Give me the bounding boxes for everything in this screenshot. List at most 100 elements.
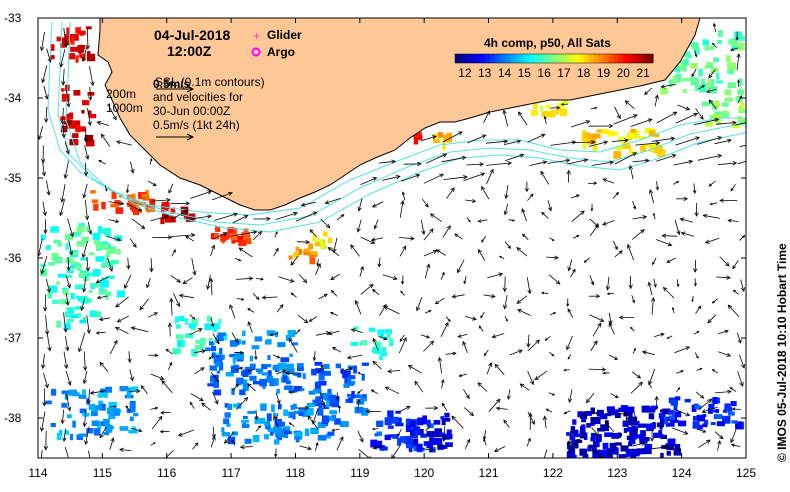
sst-pixel (570, 426, 576, 434)
velocity-arrow-head (685, 106, 691, 111)
velocity-arrow (441, 379, 444, 389)
sst-pixel (118, 194, 123, 198)
sst-pixel (77, 296, 83, 302)
velocity-arrow-head (63, 328, 68, 333)
velocity-arrow-head (82, 366, 88, 372)
velocity-arrow-head (67, 459, 70, 463)
velocity-arrow-head (480, 315, 484, 319)
velocity-arrow-head (469, 411, 474, 417)
velocity-arrow (478, 325, 484, 332)
velocity-arrow-head (327, 331, 333, 336)
velocity-arrow-head (399, 338, 403, 343)
velocity-arrow-head (85, 45, 90, 50)
velocity-arrow-head (575, 438, 581, 444)
velocity-arrow (350, 244, 360, 257)
sst-pixel (315, 396, 322, 401)
velocity-arrow-head (583, 158, 589, 163)
sst-pixel (220, 354, 225, 359)
velocity-arrow (693, 183, 696, 194)
sst-pixel (681, 64, 687, 72)
velocity-arrow-head (450, 187, 455, 192)
sst-pixel (76, 312, 82, 317)
velocity-arrow-head (276, 399, 281, 405)
colorbar-cell (514, 54, 520, 63)
velocity-arrow-head (119, 447, 124, 453)
velocity-arrow-head (714, 117, 720, 123)
sst-pixel (283, 409, 289, 416)
velocity-arrow (67, 218, 74, 237)
sst-pixel (247, 410, 256, 414)
velocity-arrow (85, 127, 87, 143)
velocity-arrow-head (540, 170, 545, 176)
sst-pixel (660, 88, 669, 95)
velocity-arrow-head (239, 350, 244, 355)
velocity-arrow-head (493, 448, 499, 452)
velocity-arrow (680, 218, 694, 223)
velocity-arrow (382, 175, 400, 181)
velocity-arrow-head (168, 189, 172, 194)
velocity-arrow-head (441, 437, 447, 442)
velocity-arrow-head (730, 48, 734, 52)
velocity-arrow-head (724, 261, 730, 267)
sst-pixel (429, 437, 433, 444)
velocity-arrow-head (199, 397, 204, 402)
velocity-arrow-head (640, 229, 645, 234)
velocity-arrow (110, 340, 118, 355)
sst-pixel (738, 78, 743, 87)
velocity-arrow (62, 68, 65, 86)
sst-pixel (598, 449, 608, 458)
sst-pixel (701, 101, 711, 107)
velocity-arrow-head (257, 425, 262, 429)
colorbar-cell (573, 54, 580, 63)
sst-pixel (227, 403, 233, 410)
velocity-arrow (97, 121, 110, 126)
velocity-arrow (486, 162, 512, 166)
velocity-arrow-head (685, 412, 691, 417)
sst-pixel (70, 37, 75, 45)
velocity-arrow-head (172, 249, 176, 253)
velocity-arrow (464, 316, 477, 320)
velocity-arrow-head (662, 286, 668, 292)
velocity-arrow (712, 298, 718, 304)
velocity-arrow (457, 259, 465, 273)
velocity-arrow-head (519, 383, 525, 388)
velocity-arrow-head (246, 369, 251, 373)
velocity-arrow (715, 122, 737, 125)
velocity-arrow-head (521, 208, 526, 214)
velocity-arrow-head (330, 276, 335, 280)
velocity-arrow-head (327, 246, 333, 252)
sst-pixel (67, 123, 76, 129)
velocity-arrow-head (372, 445, 378, 450)
velocity-arrow (629, 165, 634, 180)
sst-pixel (265, 363, 272, 368)
velocity-arrow (730, 47, 739, 51)
sst-pixel (164, 215, 172, 223)
velocity-arrow (588, 368, 606, 370)
sst-pixel (386, 331, 391, 339)
sst-pixel (432, 133, 439, 138)
sst-pixel (405, 418, 411, 426)
sst-pixel (76, 434, 83, 440)
velocity-arrow-head (140, 224, 146, 230)
velocity-arrow (462, 341, 468, 354)
sst-pixel (644, 444, 653, 449)
velocity-arrow (694, 50, 697, 57)
velocity-arrow-head (129, 376, 134, 382)
sst-pixel (641, 405, 651, 413)
velocity-arrow-head (632, 299, 636, 304)
sst-pixel (346, 393, 354, 397)
sst-pixel (75, 27, 81, 34)
velocity-arrow (360, 284, 374, 295)
sst-pixel (56, 432, 62, 441)
isobath-1000m-label: 1000m (106, 101, 143, 115)
sst-pixel (275, 331, 279, 337)
velocity-arrow-head (644, 91, 649, 95)
velocity-arrow (516, 247, 528, 257)
sst-pixel (265, 339, 272, 344)
velocity-arrow-head (585, 398, 591, 404)
sst-pixel (618, 454, 626, 458)
velocity-arrow-head (348, 366, 354, 371)
velocity-arrow-head (518, 111, 523, 117)
velocity-arrow (591, 411, 598, 415)
sst-pixel (408, 447, 413, 453)
